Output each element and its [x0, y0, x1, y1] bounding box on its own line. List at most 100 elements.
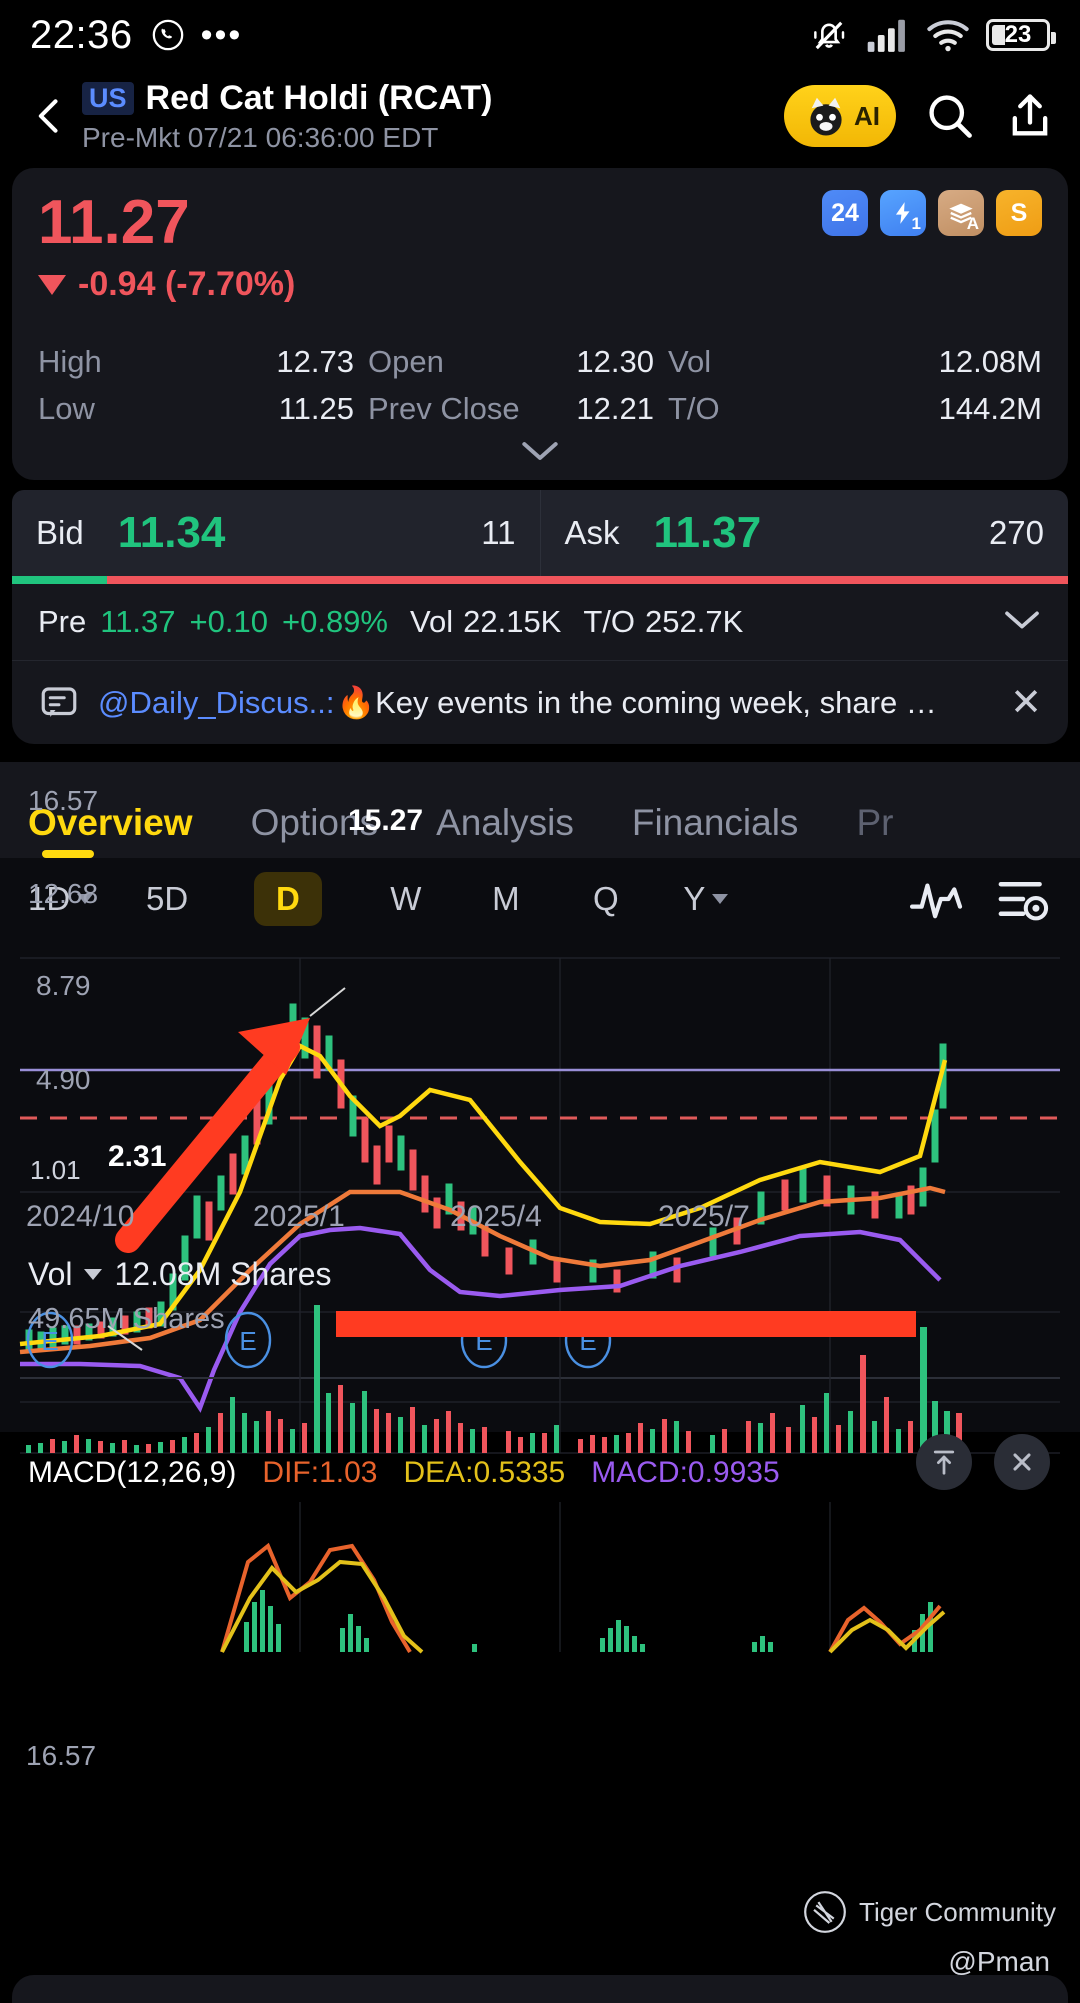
badge-level2-sub: A — [966, 214, 979, 233]
timeframe-label: D — [276, 880, 300, 918]
premarket-change: +0.10 — [189, 604, 268, 640]
ask-side[interactable]: Ask 11.37 270 — [539, 490, 1069, 577]
market-tag: US — [82, 81, 134, 115]
dif-line — [220, 1542, 412, 1654]
volume-highlight-bar — [336, 1311, 916, 1337]
stats-grid: High 12.73 Open 12.30 Vol 12.08M Low 11.… — [38, 338, 1042, 432]
bid-label: Bid — [36, 514, 84, 552]
premarket-vol: 22.15K — [463, 604, 562, 640]
macd-value: MACD:0.9935 — [591, 1456, 780, 1489]
badge-level1-sub: 1 — [911, 214, 921, 233]
tab-press[interactable]: Pr — [856, 802, 894, 844]
watermark-brand: Tiger Community — [803, 1890, 1056, 1934]
timeframe-5d[interactable]: 5D — [146, 880, 246, 918]
price-change: -0.94 (-7.70%) — [78, 265, 296, 304]
news-headline[interactable]: 🔥Key events in the coming week, share … — [336, 685, 937, 721]
tab-analysis[interactable]: Analysis — [436, 802, 574, 844]
tiger-logo-icon — [804, 1891, 846, 1933]
bid-side[interactable]: Bid 11.34 11 — [12, 490, 540, 576]
timeframe-bar: 1D 5D D W M Q Y — [0, 858, 1080, 941]
timeframe-label: 1D — [28, 880, 71, 918]
stat-value: 144.2M — [938, 391, 1042, 427]
stat-label: Prev Close — [368, 391, 520, 427]
comment-icon — [41, 687, 77, 717]
stat-label: Low — [38, 391, 95, 427]
header-titles: US Red Cat Holdi (RCAT) Pre-Mkt 07/21 06… — [82, 79, 784, 154]
macd-header[interactable]: MACD(12,26,9) DIF:1.03 DEA:0.5335 MACD:0… — [0, 1452, 1080, 1490]
stat-label: Vol — [668, 344, 712, 380]
tiger-avatar-icon — [810, 97, 842, 136]
svg-text:E: E — [239, 1326, 256, 1356]
macd-dea: DEA:0.5335 — [403, 1456, 566, 1489]
badge-short-sale[interactable]: S — [996, 190, 1042, 236]
tab-options[interactable]: Options — [250, 802, 379, 844]
macd-chart-svg — [220, 1502, 946, 1654]
badge-level1[interactable]: 1 — [880, 190, 926, 236]
chevron-left-icon[interactable] — [28, 94, 72, 138]
ask-label: Ask — [564, 514, 620, 552]
premarket-to-label: T/O — [583, 604, 636, 640]
premarket-change-pct: +0.89% — [281, 604, 388, 640]
badge-level2-advanced[interactable]: A — [938, 190, 984, 236]
close-icon[interactable]: ✕ — [1010, 682, 1042, 725]
timeframe-y[interactable]: Y — [656, 880, 756, 918]
stat-open: Open 12.30 — [368, 346, 668, 377]
whatsapp-icon — [152, 19, 183, 51]
timeframe-d[interactable]: D — [254, 872, 322, 927]
stat-prev-close: Prev Close 12.21 — [368, 393, 668, 424]
stat-value: 12.73 — [276, 344, 354, 380]
page-header: US Red Cat Holdi (RCAT) Pre-Mkt 07/21 06… — [0, 70, 1080, 162]
fullscreen-up-icon[interactable] — [916, 1434, 972, 1490]
chevron-down-icon — [522, 442, 558, 461]
timeframe-1d[interactable]: 1D — [28, 880, 146, 918]
news-banner[interactable]: @Daily_Discus..: 🔥Key events in the comi… — [12, 660, 1068, 745]
volume-chart-svg — [20, 1293, 1060, 1454]
news-author[interactable]: @Daily_Discus..: — [98, 684, 335, 720]
expand-stats-button[interactable] — [38, 438, 1042, 464]
stat-value: 12.08M — [938, 344, 1042, 380]
volume-scale-label: 49.65M Shares — [28, 1303, 225, 1335]
tab-overview[interactable]: Overview — [28, 802, 193, 859]
bell-muted-icon — [814, 21, 845, 50]
premarket-vol-label: Vol — [410, 604, 454, 640]
pulse-line-icon[interactable] — [908, 876, 966, 922]
stat-label: Open — [368, 344, 444, 380]
stat-label: High — [38, 344, 102, 380]
premarket-row[interactable]: Pre 11.37 +0.10 +0.89% Vol 22.15K T/O 25… — [12, 584, 1068, 661]
ask-price: 11.37 — [653, 508, 762, 558]
timeframe-m[interactable]: M — [456, 880, 556, 918]
chevron-down-icon — [712, 894, 729, 905]
timeframe-q[interactable]: Q — [556, 880, 656, 918]
premarket-label: Pre — [38, 604, 87, 640]
stats-row: Low 11.25 Prev Close 12.21 T/O 144.2M — [38, 385, 1042, 432]
price-change-row: -0.94 (-7.70%) — [38, 265, 1042, 304]
chart-settings-icon[interactable] — [994, 875, 1052, 923]
search-icon[interactable] — [924, 90, 976, 142]
bid-ask-panel[interactable]: Bid 11.34 11 Ask 11.37 270 — [12, 490, 1069, 585]
share-icon[interactable] — [1004, 90, 1056, 142]
volume-header[interactable]: Vol 12.08M Shares — [0, 1248, 1080, 1293]
badge-24h[interactable]: 24 — [822, 190, 868, 236]
tab-financials[interactable]: Financials — [631, 802, 799, 844]
ai-assistant-button[interactable]: AI — [784, 85, 896, 147]
chevron-down-icon — [1005, 611, 1039, 629]
chart-floating-actions — [916, 1434, 1050, 1490]
badge-short-sale-label: S — [1010, 198, 1028, 227]
timeframe-label: M — [492, 880, 520, 918]
macd-section: MACD(12,26,9) DIF:1.03 DEA:0.5335 MACD:0… — [0, 1434, 1080, 1692]
stat-vol: Vol 12.08M — [668, 346, 1042, 377]
y-axis-tick: 16.57 — [26, 1740, 97, 1772]
close-circle-icon[interactable] — [994, 1434, 1050, 1490]
annotation-arrow-icon — [115, 1018, 310, 1254]
market-status-subtitle: Pre-Mkt 07/21 06:36:00 EDT — [82, 121, 439, 153]
timeframe-w[interactable]: W — [356, 880, 456, 918]
status-indicators: 23 — [808, 14, 1056, 56]
status-bar: 22:36 ••• — [0, 0, 1080, 70]
timeframe-label: Y — [683, 880, 706, 918]
dea-line — [220, 1559, 424, 1654]
timeframe-label: Q — [593, 880, 619, 918]
premarket-expand-button[interactable] — [1002, 604, 1042, 640]
bottom-sheet-edge — [12, 1975, 1068, 2003]
